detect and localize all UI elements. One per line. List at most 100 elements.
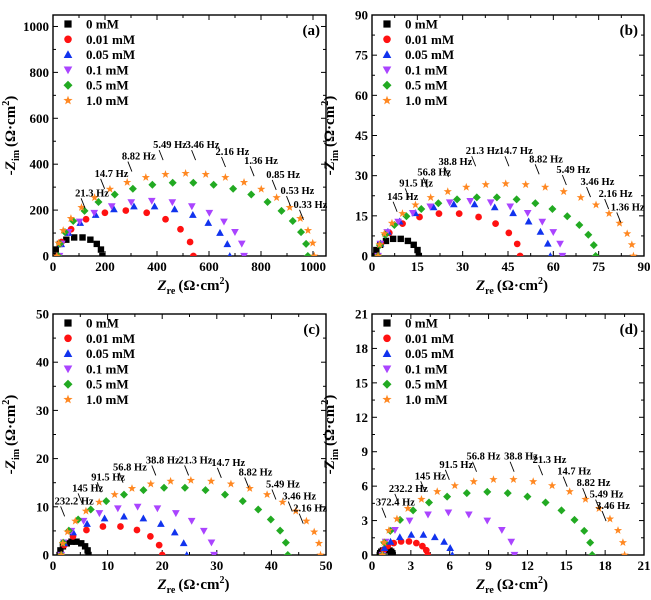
- data-point: [623, 229, 632, 238]
- data-point: [297, 228, 306, 237]
- data-point: [405, 538, 413, 545]
- frequency-leader-line: [244, 477, 250, 488]
- series-0_5-mM: [54, 178, 312, 256]
- data-point: [613, 526, 623, 534]
- data-point: [57, 547, 64, 554]
- frequency-label: 8.82 Hz: [239, 467, 273, 478]
- data-point: [189, 210, 197, 218]
- frequency-leader-line: [158, 149, 164, 161]
- data-point: [433, 487, 442, 496]
- data-markers: [56, 475, 325, 555]
- data-point: [443, 492, 452, 501]
- data-point: [618, 538, 628, 547]
- frequency-leader-line: [422, 177, 428, 188]
- series-1_0-mM: [373, 179, 638, 256]
- data-point: [143, 209, 151, 217]
- legend-marker: [383, 35, 391, 44]
- x-tick-label: 0: [50, 259, 57, 274]
- legend-label: 0 mM: [405, 316, 438, 331]
- data-point: [501, 179, 510, 188]
- legend-marker: [382, 349, 392, 358]
- legend-label: 0.1 mM: [405, 62, 448, 77]
- frequency-label: 21.3 Hz: [75, 188, 109, 199]
- frequency-label: 145 Hz: [415, 471, 447, 482]
- frequency-label: 145 Hz: [387, 192, 419, 203]
- frequency-label: 3.46 Hz: [581, 177, 615, 188]
- legend-item: 1.0 mM: [382, 392, 448, 407]
- legend-item: 0.5 mM: [382, 377, 448, 392]
- legend-item: 0.01 mM: [383, 32, 454, 47]
- data-point: [82, 215, 90, 223]
- y-tick-label: 0: [362, 548, 369, 563]
- data-point: [541, 498, 550, 507]
- panel-d: 0 3 6 9 12 15 18 21 0 3 6 9 12 15 18 21 Zre (Ω·cm2) -Zim(Ω…: [320, 307, 651, 597]
- frequency-leader-line: [381, 507, 387, 518]
- data-point: [440, 537, 448, 545]
- legend-marker: [382, 365, 392, 374]
- data-point: [417, 204, 426, 213]
- frequency-label: 1.36 Hz: [611, 202, 645, 213]
- data-point: [146, 479, 155, 488]
- data-point: [147, 533, 154, 540]
- data-point: [238, 497, 247, 506]
- data-point: [464, 511, 473, 519]
- data-point: [403, 504, 413, 512]
- legend-marker: [382, 80, 392, 90]
- legend-label: 0.05 mM: [86, 346, 135, 361]
- axis-ticks: [371, 313, 645, 556]
- data-point: [120, 512, 128, 520]
- legend-label: 0.1 mM: [86, 361, 129, 376]
- data-point: [379, 538, 389, 547]
- data-point: [276, 526, 285, 535]
- data-point: [620, 550, 629, 555]
- data-point: [580, 526, 589, 535]
- data-point: [99, 252, 106, 256]
- data-point: [392, 514, 402, 523]
- data-point: [85, 551, 92, 555]
- legend-marker: [383, 319, 391, 327]
- frequency-leader-line: [504, 156, 510, 167]
- data-point: [384, 526, 394, 534]
- data-point: [492, 193, 501, 202]
- legend-marker: [382, 95, 392, 105]
- data-point: [91, 210, 100, 218]
- legend-label: 1.0 mM: [86, 392, 129, 407]
- data-point: [81, 543, 89, 550]
- frequency-leader-line: [216, 467, 222, 478]
- data-point: [207, 476, 216, 485]
- series-0_01-mM: [54, 207, 197, 256]
- x-tick-label: 3: [408, 558, 415, 573]
- frequency-label: 372.4 Hz: [376, 498, 415, 509]
- data-markers: [53, 169, 319, 256]
- frequency-label: 91.5 Hz: [399, 178, 433, 189]
- series-0_05-mM: [375, 200, 553, 256]
- frequency-label: 38.8 Hz: [504, 452, 538, 463]
- data-point: [133, 526, 141, 534]
- data-point: [201, 486, 210, 495]
- data-point: [426, 193, 435, 201]
- data-point: [405, 517, 414, 525]
- legend-item: 0 mM: [64, 17, 119, 32]
- data-point: [70, 234, 78, 241]
- data-point: [375, 240, 384, 249]
- legend: 0 mM0.01 mM0.05 mM0.1 mM0.5 mM1.0 mM: [63, 316, 135, 407]
- legend-item: 0.1 mM: [382, 361, 448, 376]
- legend-label: 0.5 mM: [86, 78, 129, 93]
- frequency-leader-line: [471, 156, 477, 167]
- data-point: [589, 241, 598, 250]
- axis-ticks: [52, 313, 327, 556]
- data-point: [415, 252, 423, 256]
- data-point: [570, 515, 579, 524]
- data-point: [489, 475, 498, 484]
- frequency-leader-line: [509, 461, 515, 472]
- data-point: [548, 481, 557, 490]
- data-point: [122, 207, 130, 214]
- legend-label: 0.01 mM: [86, 331, 135, 346]
- y-tick-label: 400: [30, 157, 50, 172]
- data-point: [389, 551, 396, 555]
- y-tick-label: 15: [355, 208, 369, 223]
- data-point: [541, 182, 550, 191]
- frequency-leader-line: [191, 149, 197, 161]
